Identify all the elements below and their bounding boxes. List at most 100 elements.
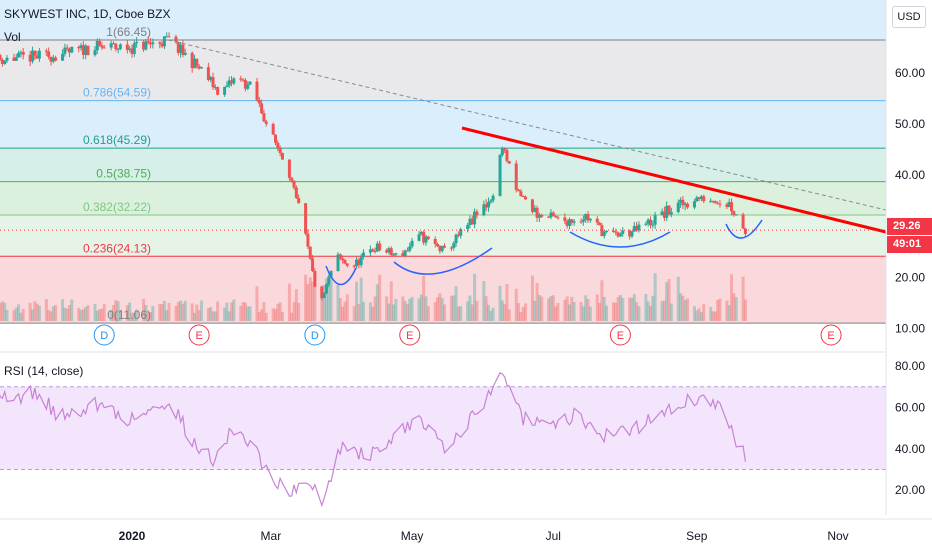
volume-bar [468, 295, 472, 321]
candle-body [676, 202, 680, 213]
candle-body [329, 271, 333, 277]
candle-body [176, 42, 180, 53]
candle-body [206, 67, 210, 80]
volume-bar [167, 302, 171, 321]
pattern-arc-4 [725, 219, 763, 239]
candle-body [727, 202, 731, 207]
volume-bar [292, 302, 296, 321]
candle-body [128, 48, 132, 50]
volume-bar [308, 277, 312, 321]
candle-body [695, 197, 699, 202]
volume-bar [436, 297, 440, 321]
volume-bar [3, 302, 7, 321]
rsi-line [0, 371, 746, 508]
candle-body [611, 230, 615, 232]
candle-body [646, 219, 650, 224]
volume-bar [556, 302, 560, 321]
volume-bar [151, 306, 155, 321]
candle-body [521, 195, 525, 197]
fib-band-1 [0, 40, 886, 101]
candle-body [338, 254, 342, 259]
volume-bar [306, 284, 310, 321]
candle-body [158, 42, 162, 44]
candle-body [162, 36, 166, 47]
candle-body [102, 47, 106, 49]
volume-bar [378, 274, 382, 321]
volume-bar [17, 304, 21, 321]
candle-body [324, 284, 328, 294]
volume-bar [653, 273, 657, 321]
volume-bar [21, 308, 25, 321]
candle-body [294, 187, 298, 198]
fib-label-0.236: 0.236(24.13) [83, 241, 151, 255]
volume-bar [343, 301, 347, 321]
candle-body [230, 80, 234, 84]
volume-bar [572, 302, 576, 321]
rsi-tick-label: 60.00 [895, 400, 925, 414]
volume-bar [135, 309, 139, 321]
volume-bar [618, 295, 622, 321]
volume-bar [683, 300, 687, 321]
fib-band-top [0, 0, 886, 41]
candle-body [223, 86, 227, 95]
candle-body [417, 234, 421, 241]
candle-body [77, 47, 81, 49]
candle-body [452, 243, 456, 248]
candle-body [292, 180, 296, 188]
chart-title: SKYWEST INC, 1D, Cboe BZX [4, 7, 171, 21]
volume-bar [665, 282, 669, 321]
candle-body [149, 42, 153, 45]
event-marker-E [609, 324, 631, 346]
volume-bar [570, 296, 574, 321]
volume-bar [132, 312, 136, 321]
candle-body [174, 36, 178, 43]
candle-body [3, 60, 7, 64]
fib-label-0: 0(11.06) [107, 308, 151, 322]
candle-body [274, 134, 278, 143]
volume-bar [732, 293, 736, 321]
candle-body [565, 220, 569, 226]
volume-bar [192, 312, 196, 321]
candle-body [336, 254, 340, 272]
candle-body [51, 57, 55, 62]
volume-bar [440, 297, 444, 321]
candle-body [482, 204, 486, 216]
candle-body [424, 236, 428, 243]
candle-body [179, 44, 183, 53]
candle-body [311, 258, 315, 272]
candle-body [466, 225, 470, 229]
volume-bar [547, 298, 551, 321]
candle-body [438, 246, 442, 252]
volume-bar [628, 297, 632, 321]
volume-bar [35, 303, 39, 321]
candle-body [49, 56, 53, 62]
candle-body [160, 43, 164, 47]
dashed-trendline [167, 39, 887, 211]
currency-button[interactable]: USD [892, 6, 926, 28]
price-tick-label: 60.00 [895, 66, 925, 80]
fib-label-0.5: 0.5(38.75) [96, 167, 151, 181]
candle-body [308, 246, 312, 259]
candle-body [14, 57, 18, 61]
fib-band-0.786 [0, 100, 886, 149]
volume-bar [387, 303, 391, 321]
volume-bar [371, 306, 375, 321]
volume-bar [743, 299, 747, 321]
volume-bar [116, 301, 120, 321]
candle-body [551, 212, 555, 217]
candle-body [264, 121, 268, 124]
fib-label-1: 1(66.45) [106, 25, 151, 39]
volume-bar [424, 296, 428, 321]
volume-bar [68, 305, 72, 321]
candle-body [389, 248, 393, 255]
volume-bar [345, 294, 349, 321]
candle-body [320, 286, 324, 299]
countdown-tag: 49:01 [887, 236, 932, 253]
volume-bar [81, 309, 85, 321]
candle-body [255, 81, 259, 100]
volume-bar [394, 299, 398, 321]
volume-bar [144, 305, 148, 321]
volume-bar [410, 296, 414, 321]
candle-body [61, 53, 65, 61]
